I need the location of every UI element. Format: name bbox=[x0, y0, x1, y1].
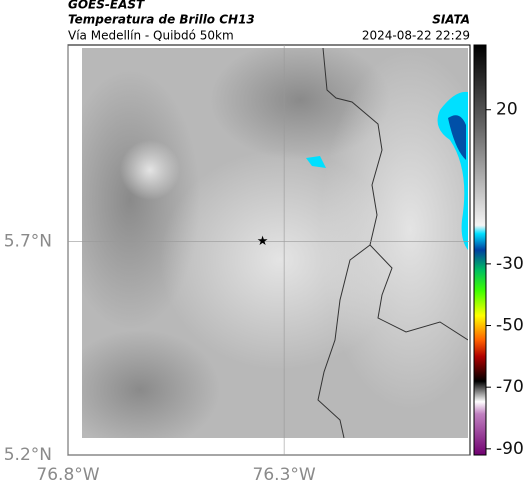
y-tick-label: 5.7°N bbox=[4, 231, 52, 251]
colorbar-tick-label: -90 bbox=[496, 439, 524, 459]
location-marker: ★ bbox=[257, 234, 269, 249]
x-tick-label: 76.8°W bbox=[36, 465, 99, 485]
source: SIATA bbox=[432, 13, 470, 27]
colorbar-tick-label: -50 bbox=[496, 316, 524, 336]
datetime: 2024-08-22 22:29 bbox=[362, 29, 470, 43]
subtitle: Vía Medellín - Quibdó 50km bbox=[68, 29, 234, 43]
satellite: GOES-EAST bbox=[68, 0, 145, 12]
colorbar-tick-label: -70 bbox=[496, 377, 524, 397]
y-tick-label: 5.2°N bbox=[4, 445, 52, 465]
colorbar-tick-label: -30 bbox=[496, 254, 524, 274]
title: Temperatura de Brillo CH13 bbox=[68, 13, 255, 27]
colorbar-tick-label: 20 bbox=[496, 100, 518, 120]
imagery bbox=[82, 48, 468, 438]
colorbar bbox=[473, 44, 487, 456]
x-tick-label: 76.3°W bbox=[253, 465, 316, 485]
